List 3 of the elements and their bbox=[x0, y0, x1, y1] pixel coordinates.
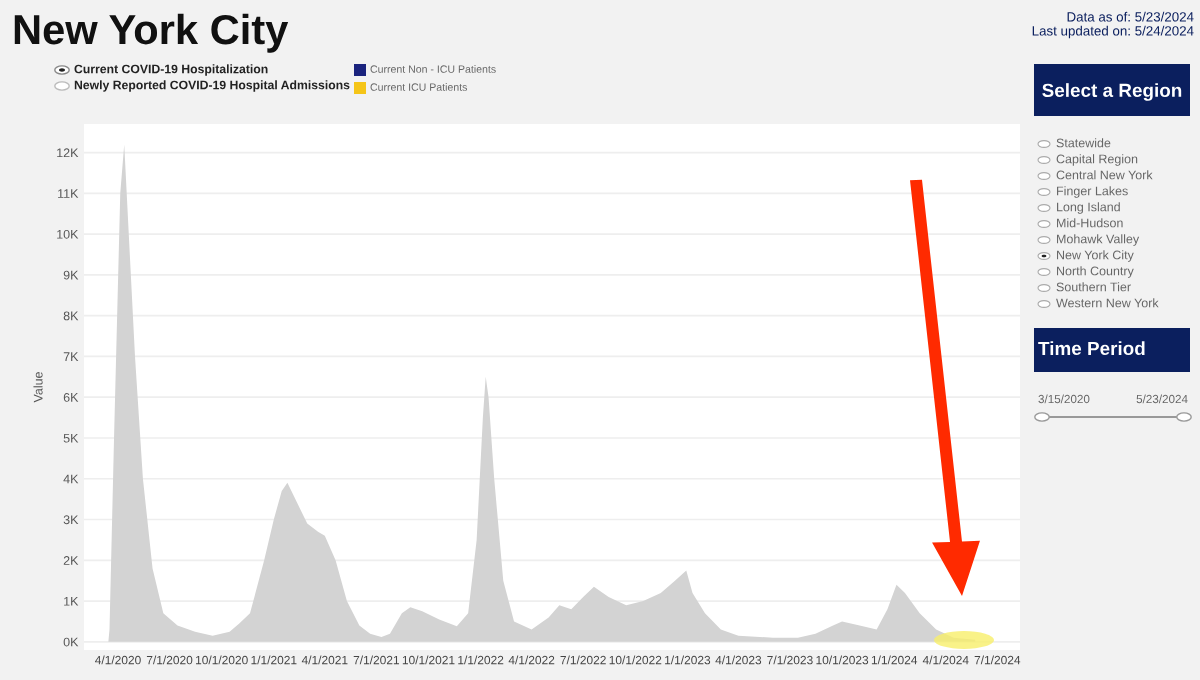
text: Select a Region bbox=[1042, 83, 1182, 101]
text: Time Period bbox=[1038, 341, 1145, 356]
chart-title: New York City bbox=[14, 13, 289, 53]
